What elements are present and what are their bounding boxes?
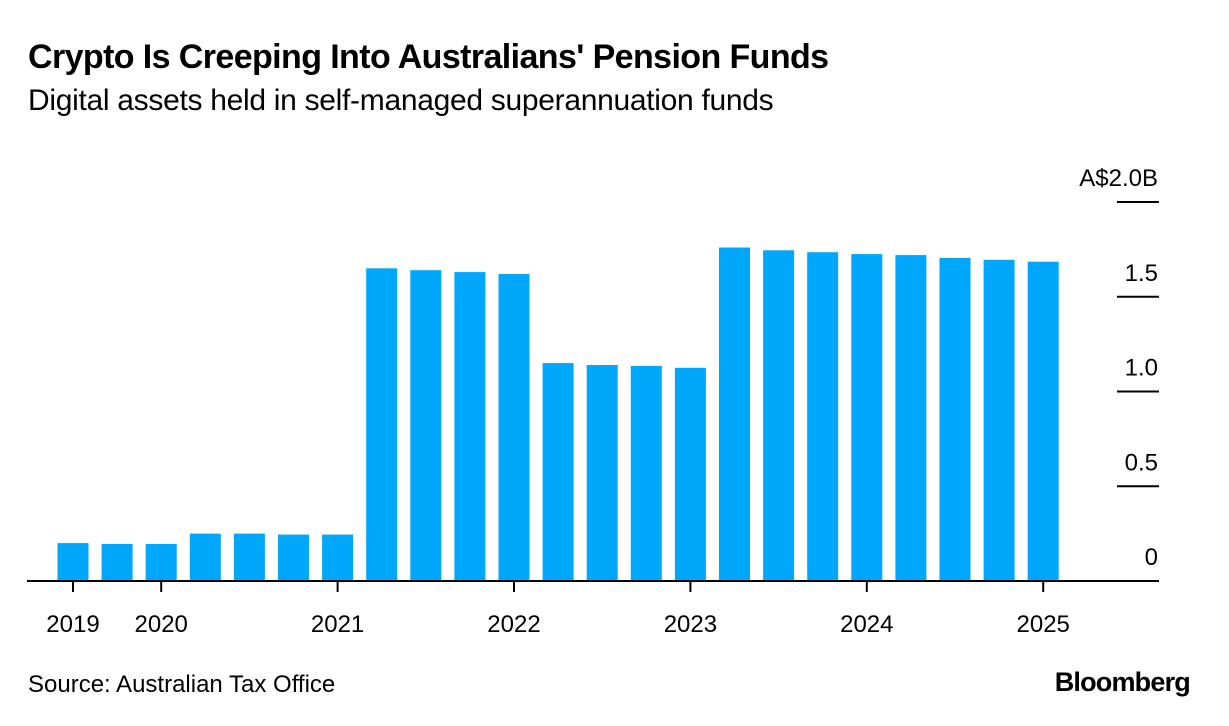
bar	[366, 268, 398, 581]
y-tick-label: A$2.0B	[1079, 165, 1158, 192]
x-tick-label: 2024	[840, 611, 893, 638]
bar	[145, 544, 177, 581]
x-tick-label: 2020	[135, 611, 188, 638]
x-tick-label: 2021	[311, 611, 364, 638]
bar	[763, 250, 795, 582]
bar	[233, 533, 265, 581]
bar	[983, 259, 1015, 581]
x-tick-label: 2023	[664, 611, 717, 638]
bar	[895, 255, 927, 581]
y-tick-label: 0	[1145, 544, 1158, 571]
bar	[586, 365, 618, 581]
source-note: Source: Australian Tax Office	[28, 671, 336, 698]
bar	[278, 534, 309, 581]
x-tick-label: 2025	[1017, 611, 1070, 638]
bars-group	[57, 247, 1059, 582]
bar-chart: 0 0.5 1.0 1.5 A$2.0B 2019 2020 2021 2022 2023 202…	[27, 165, 1159, 638]
y-tick-label: 1.5	[1125, 260, 1158, 287]
bar	[1027, 261, 1059, 581]
bar	[807, 252, 839, 581]
bar	[542, 363, 574, 581]
chart-subtitle: Digital assets held in self-managed supe…	[28, 84, 774, 117]
chart-title: Crypto Is Creeping Into Australians' Pen…	[28, 38, 829, 76]
y-axis: 0 0.5 1.0 1.5 A$2.0B	[1079, 165, 1159, 571]
bar	[851, 254, 883, 581]
x-tick-label: 2019	[46, 611, 99, 638]
bloomberg-logo: Bloomberg	[1054, 667, 1191, 697]
bar	[189, 533, 221, 581]
x-axis: 2019 2020 2021 2022 2023 2024 2025	[46, 581, 1070, 638]
bar	[498, 274, 530, 581]
bar	[410, 270, 442, 581]
bar	[322, 534, 354, 581]
bar	[454, 272, 486, 581]
bar	[57, 543, 89, 581]
bar	[939, 257, 971, 581]
bar	[630, 365, 662, 581]
bar	[674, 367, 706, 581]
y-tick-label: 1.0	[1125, 355, 1158, 382]
x-tick-label: 2022	[487, 611, 540, 638]
y-tick-label: 0.5	[1125, 449, 1158, 476]
bar	[101, 544, 133, 581]
bar	[719, 247, 750, 581]
